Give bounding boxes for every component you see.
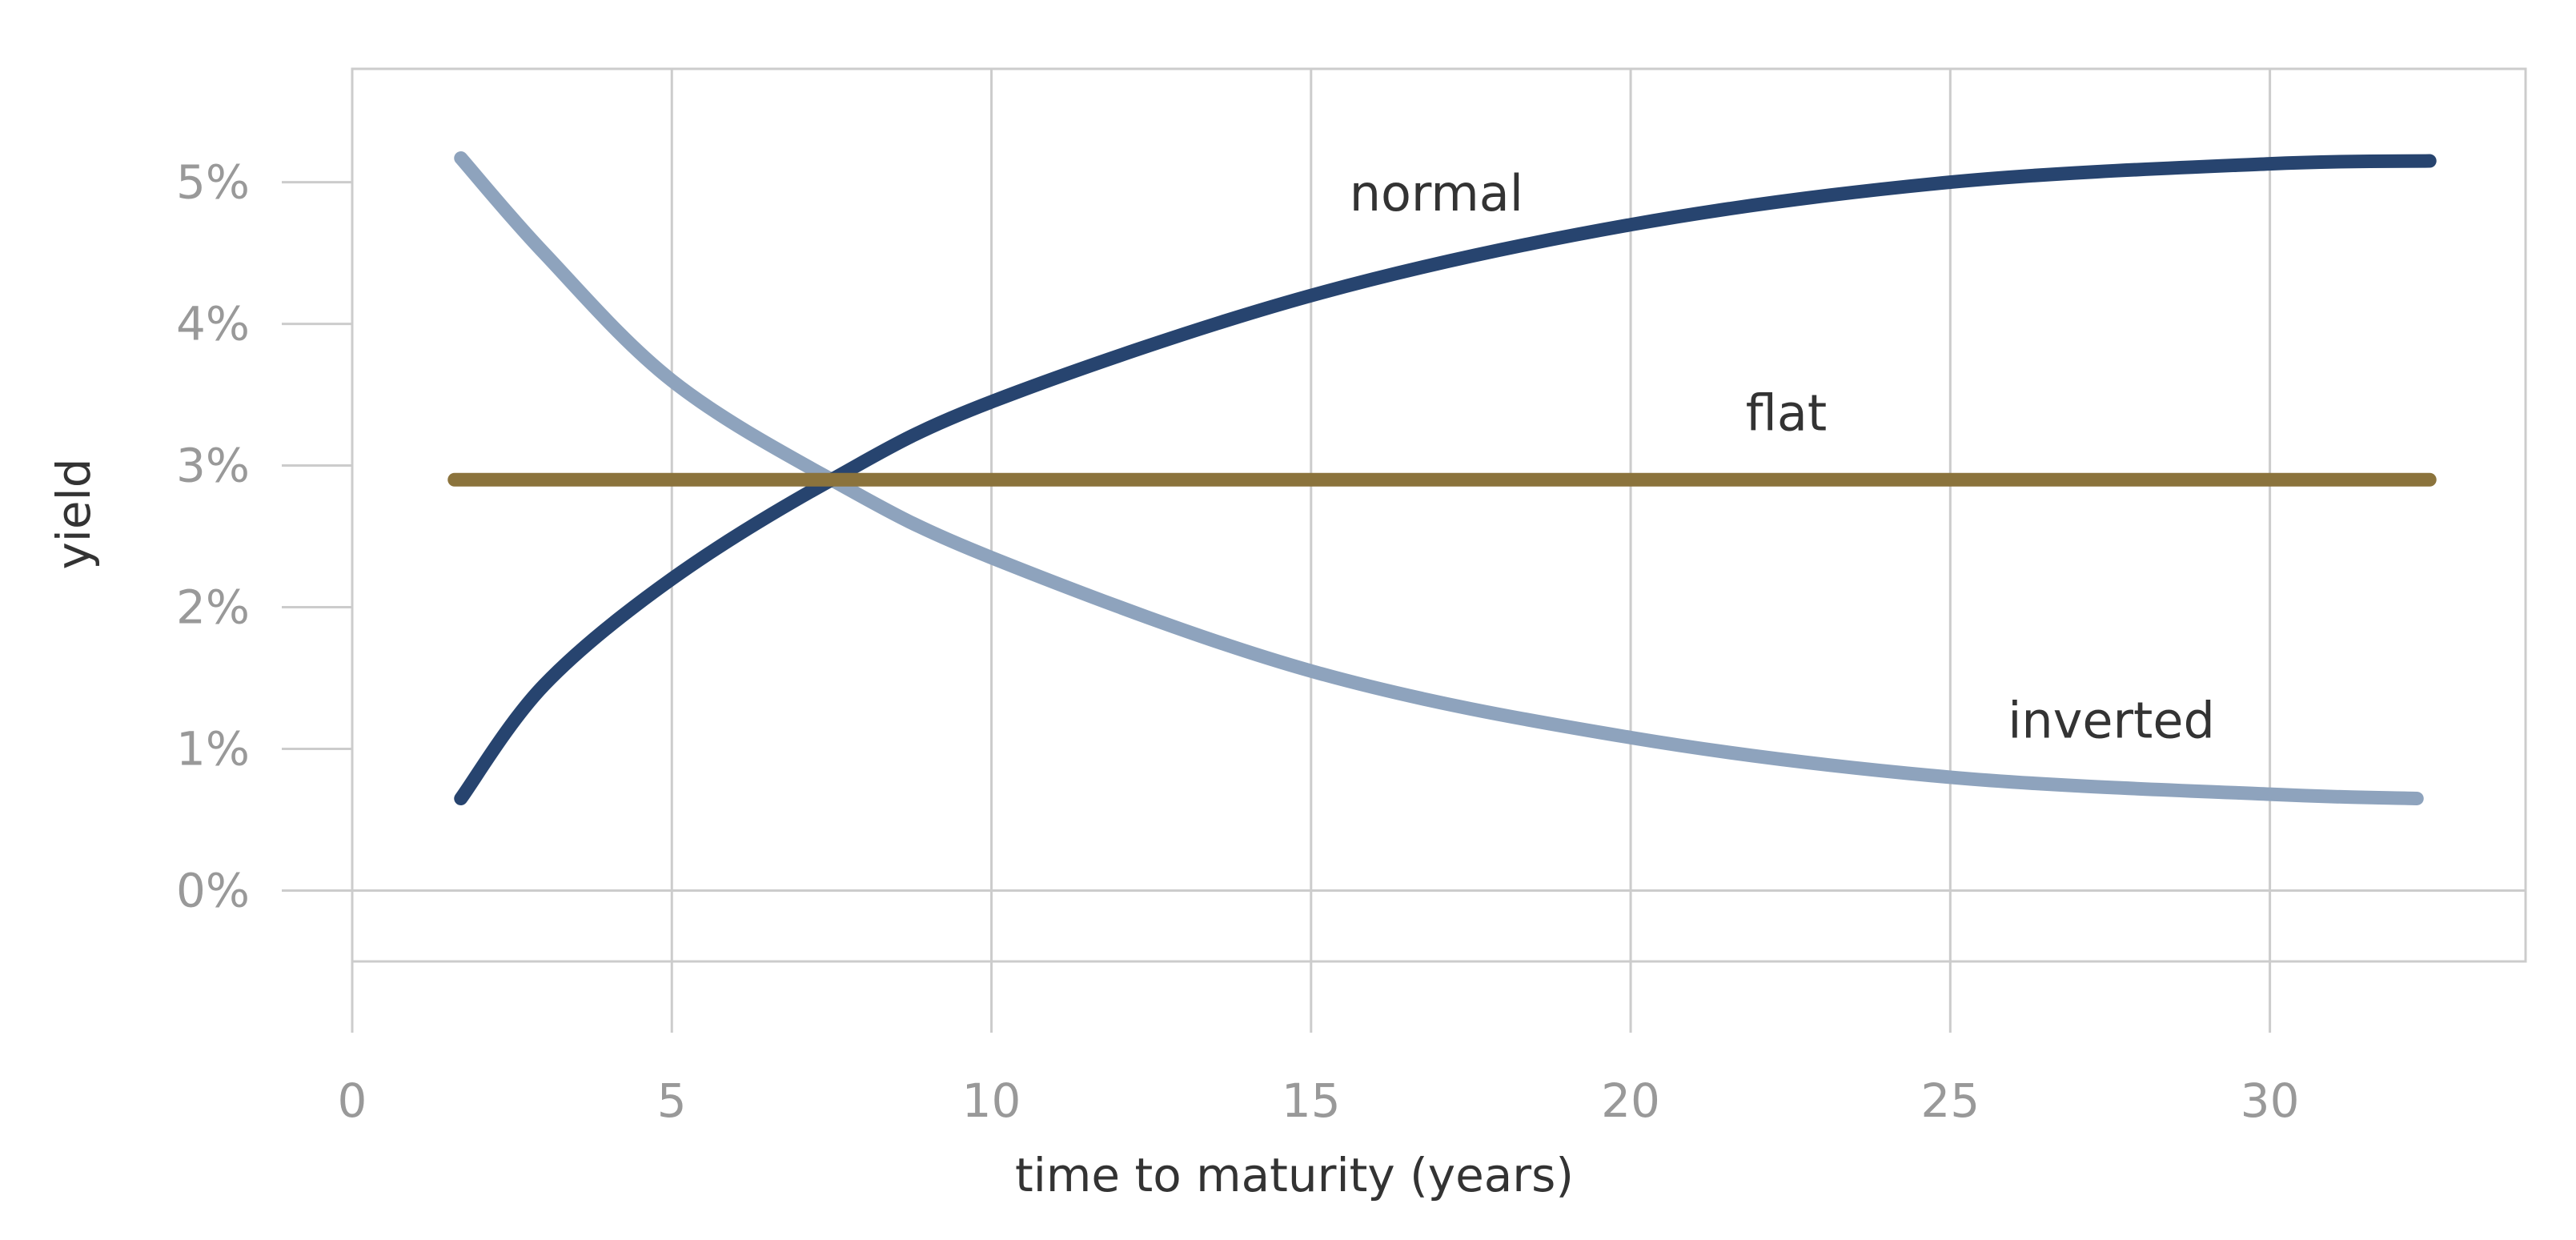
- y-tick-label: 3%: [176, 439, 250, 493]
- x-tick-label: 15: [1282, 1073, 1341, 1128]
- y-tick-label: 4%: [176, 297, 250, 351]
- x-tick-label: 10: [962, 1073, 1021, 1128]
- label-layer: normal flat inverted: [1350, 164, 2215, 749]
- y-tick-label: 2%: [176, 580, 250, 635]
- grid-layer: [670, 69, 2272, 961]
- y-tick-label: 1%: [176, 722, 250, 777]
- x-tick-label: 25: [1920, 1073, 1980, 1128]
- inverted-series-line: [454, 151, 2424, 805]
- axis-layer: 0 5 10 15 20 25 30 0% 1% 2% 3% 4% 5%: [176, 155, 2526, 1128]
- y-tick-label: 0%: [176, 864, 250, 918]
- x-tick-label: 0: [338, 1073, 367, 1128]
- y-axis-title: yield: [46, 458, 101, 569]
- plot-frame: [351, 67, 2527, 963]
- normal-series-label: normal: [1350, 164, 1523, 223]
- x-axis-title: time to maturity (years): [1015, 1148, 1574, 1202]
- y-tick-label: 5%: [176, 155, 250, 210]
- inverted-series-label: inverted: [2008, 691, 2215, 749]
- series-layer: [447, 151, 2437, 805]
- normal-series-line: [454, 154, 2437, 805]
- x-tick-label: 30: [2241, 1073, 2300, 1128]
- x-tick-label: 5: [657, 1073, 687, 1128]
- flat-series-label: flat: [1746, 383, 1827, 442]
- x-tick-label: 20: [1601, 1073, 1660, 1128]
